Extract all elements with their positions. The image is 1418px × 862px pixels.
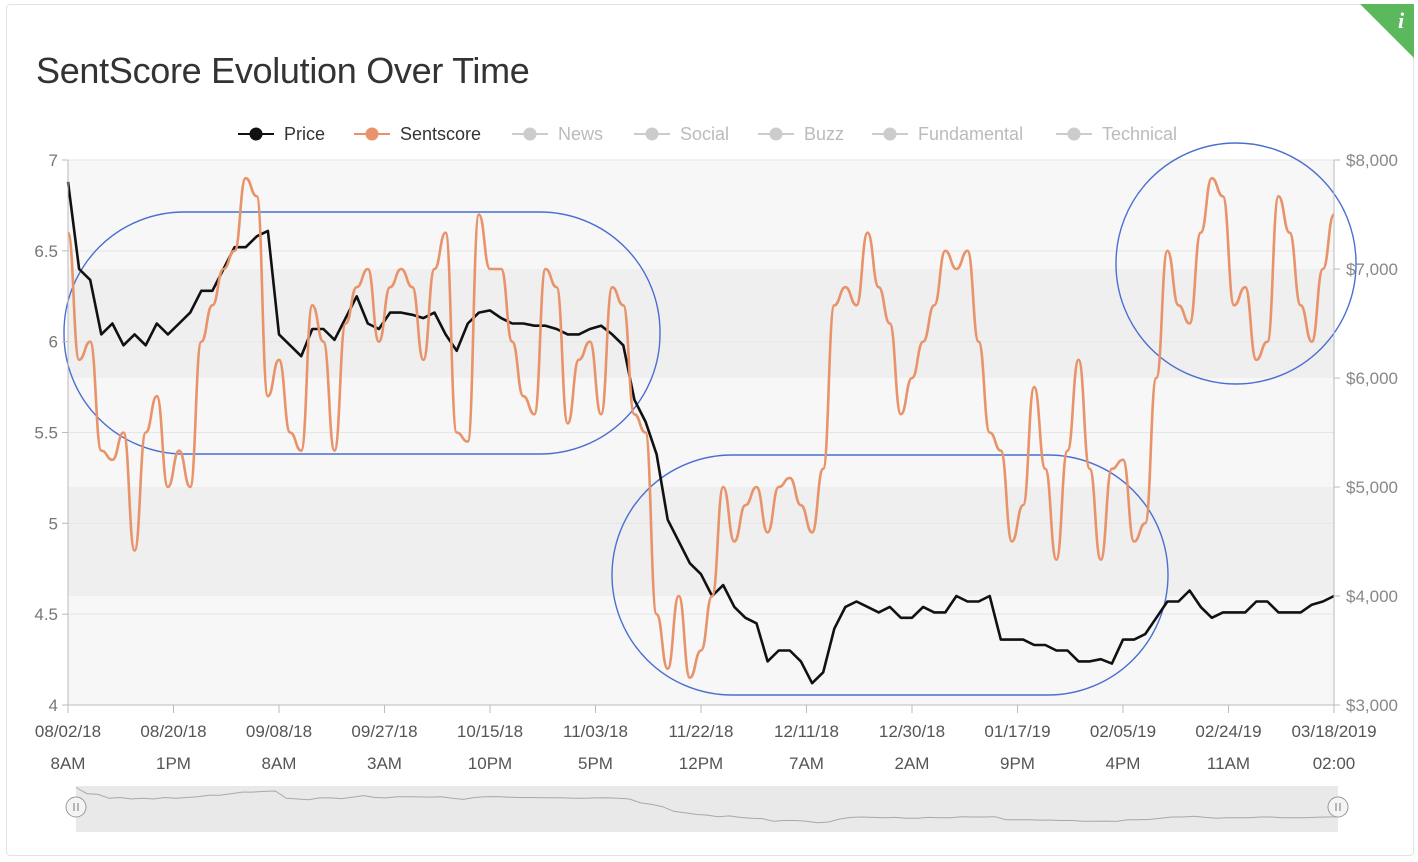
chart-frame bbox=[6, 4, 1414, 856]
info-icon[interactable]: i bbox=[1360, 4, 1414, 58]
chart-title: SentScore Evolution Over Time bbox=[36, 50, 530, 91]
svg-text:i: i bbox=[1398, 8, 1405, 33]
